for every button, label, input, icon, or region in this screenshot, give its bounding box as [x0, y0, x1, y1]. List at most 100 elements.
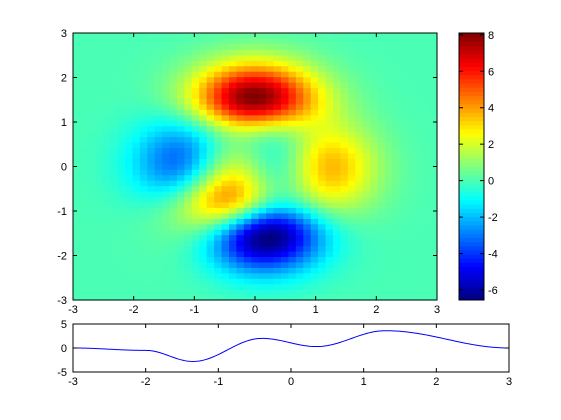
heatmap-cell	[236, 76, 245, 83]
heatmap-cell	[295, 283, 304, 290]
heatmap-cell	[125, 152, 134, 159]
heatmap-cell	[73, 201, 82, 208]
heatmap-cell	[377, 294, 386, 301]
heatmap-cell	[243, 147, 252, 154]
heatmap-cell	[258, 163, 267, 170]
heatmap-cell	[73, 196, 82, 203]
heatmap-cell	[177, 250, 186, 258]
heatmap-cell	[191, 131, 200, 138]
heatmap-cell	[347, 92, 356, 99]
heatmap-cell	[377, 158, 386, 165]
heatmap-cell	[273, 229, 282, 236]
heatmap-cell	[429, 283, 438, 290]
heatmap-cell	[347, 294, 356, 301]
heatmap-cell	[236, 272, 245, 279]
heatmap-cell	[303, 103, 312, 110]
heatmap-cell	[125, 147, 134, 154]
heatmap-cell	[258, 33, 267, 40]
heatmap-cell	[236, 289, 245, 296]
heatmap-cell	[407, 234, 416, 241]
heatmap-cell	[80, 234, 89, 241]
heatmap-cell	[251, 278, 260, 285]
heatmap-cell	[295, 261, 304, 268]
heatmap-cell	[177, 278, 186, 285]
heatmap-cell	[162, 38, 171, 45]
heatmap-cell	[177, 196, 186, 203]
heatmap-cell	[370, 283, 379, 290]
heatmap-cell	[392, 267, 401, 274]
heatmap-cell	[236, 163, 245, 170]
heatmap-cell	[399, 33, 408, 40]
heatmap-cell	[385, 250, 394, 258]
heatmap-cell	[325, 234, 334, 241]
heatmap-cell	[169, 141, 178, 149]
heatmap-cell	[147, 114, 156, 121]
heatmap-cell	[347, 98, 356, 105]
heatmap-cell	[117, 229, 126, 236]
heatmap-cell	[399, 174, 408, 181]
heatmap-cell	[303, 180, 312, 187]
heatmap-cell	[399, 212, 408, 219]
heatmap-cell	[318, 223, 327, 230]
heatmap-cell	[310, 87, 319, 94]
line-xtick-label: -3	[68, 376, 78, 388]
heatmap-cell	[325, 294, 334, 301]
heatmap-cell	[80, 71, 89, 78]
heatmap-cell	[273, 180, 282, 187]
heatmap-cell	[221, 82, 230, 89]
heatmap-cell	[184, 294, 193, 301]
heatmap-cell	[206, 109, 215, 116]
heatmap-cell	[236, 60, 245, 67]
heatmap-cell	[392, 54, 401, 61]
heatmap-cell	[362, 174, 371, 181]
heatmap-cell	[117, 109, 126, 116]
heatmap-cell	[206, 60, 215, 67]
heatmap-cell	[162, 109, 171, 116]
heatmap-cell	[281, 141, 290, 149]
heatmap-cell	[310, 158, 319, 165]
heatmap-cell	[199, 196, 208, 203]
heatmap-cell	[362, 229, 371, 236]
heatmap-cell	[333, 120, 342, 127]
colorbar-swatch	[459, 216, 484, 222]
heatmap-cell	[385, 114, 394, 121]
heatmap-cell	[399, 114, 408, 121]
heatmap-cell	[132, 191, 141, 198]
heatmap-cell	[169, 289, 178, 296]
colorbar-swatch	[459, 254, 484, 259]
heatmap-cell	[377, 98, 386, 105]
heatmap-cell	[340, 43, 349, 50]
heatmap-cell	[281, 71, 290, 78]
heatmap-cell	[258, 49, 267, 56]
heatmap-cell	[132, 256, 141, 263]
heatmap-ytick-label: -1	[57, 206, 67, 218]
heatmap-cell	[117, 76, 126, 83]
heatmap-cell	[214, 289, 223, 296]
heatmap-cell	[258, 267, 267, 274]
heatmap-cell	[169, 174, 178, 181]
heatmap-cell	[362, 120, 371, 127]
heatmap-cell	[80, 283, 89, 290]
heatmap-cell	[229, 278, 238, 285]
heatmap-cell	[125, 234, 134, 241]
heatmap-cell	[266, 250, 275, 258]
heatmap-cell	[73, 65, 82, 72]
heatmap-cell	[243, 174, 252, 181]
heatmap-cell	[132, 212, 141, 219]
heatmap-cell	[139, 54, 148, 61]
heatmap-cell	[310, 169, 319, 176]
heatmap-cell	[385, 87, 394, 94]
heatmap-cell	[110, 267, 119, 274]
heatmap-cell	[355, 33, 364, 40]
heatmap-cell	[333, 261, 342, 268]
heatmap-cell	[325, 278, 334, 285]
heatmap-cell	[162, 256, 171, 263]
heatmap-cell	[177, 207, 186, 214]
heatmap-cell	[87, 180, 96, 187]
heatmap-cell	[139, 38, 148, 45]
heatmap-cell	[340, 169, 349, 176]
heatmap-cell	[162, 169, 171, 176]
colorbar-swatch	[459, 137, 484, 142]
heatmap-cell	[110, 152, 119, 159]
heatmap-cell	[191, 147, 200, 154]
